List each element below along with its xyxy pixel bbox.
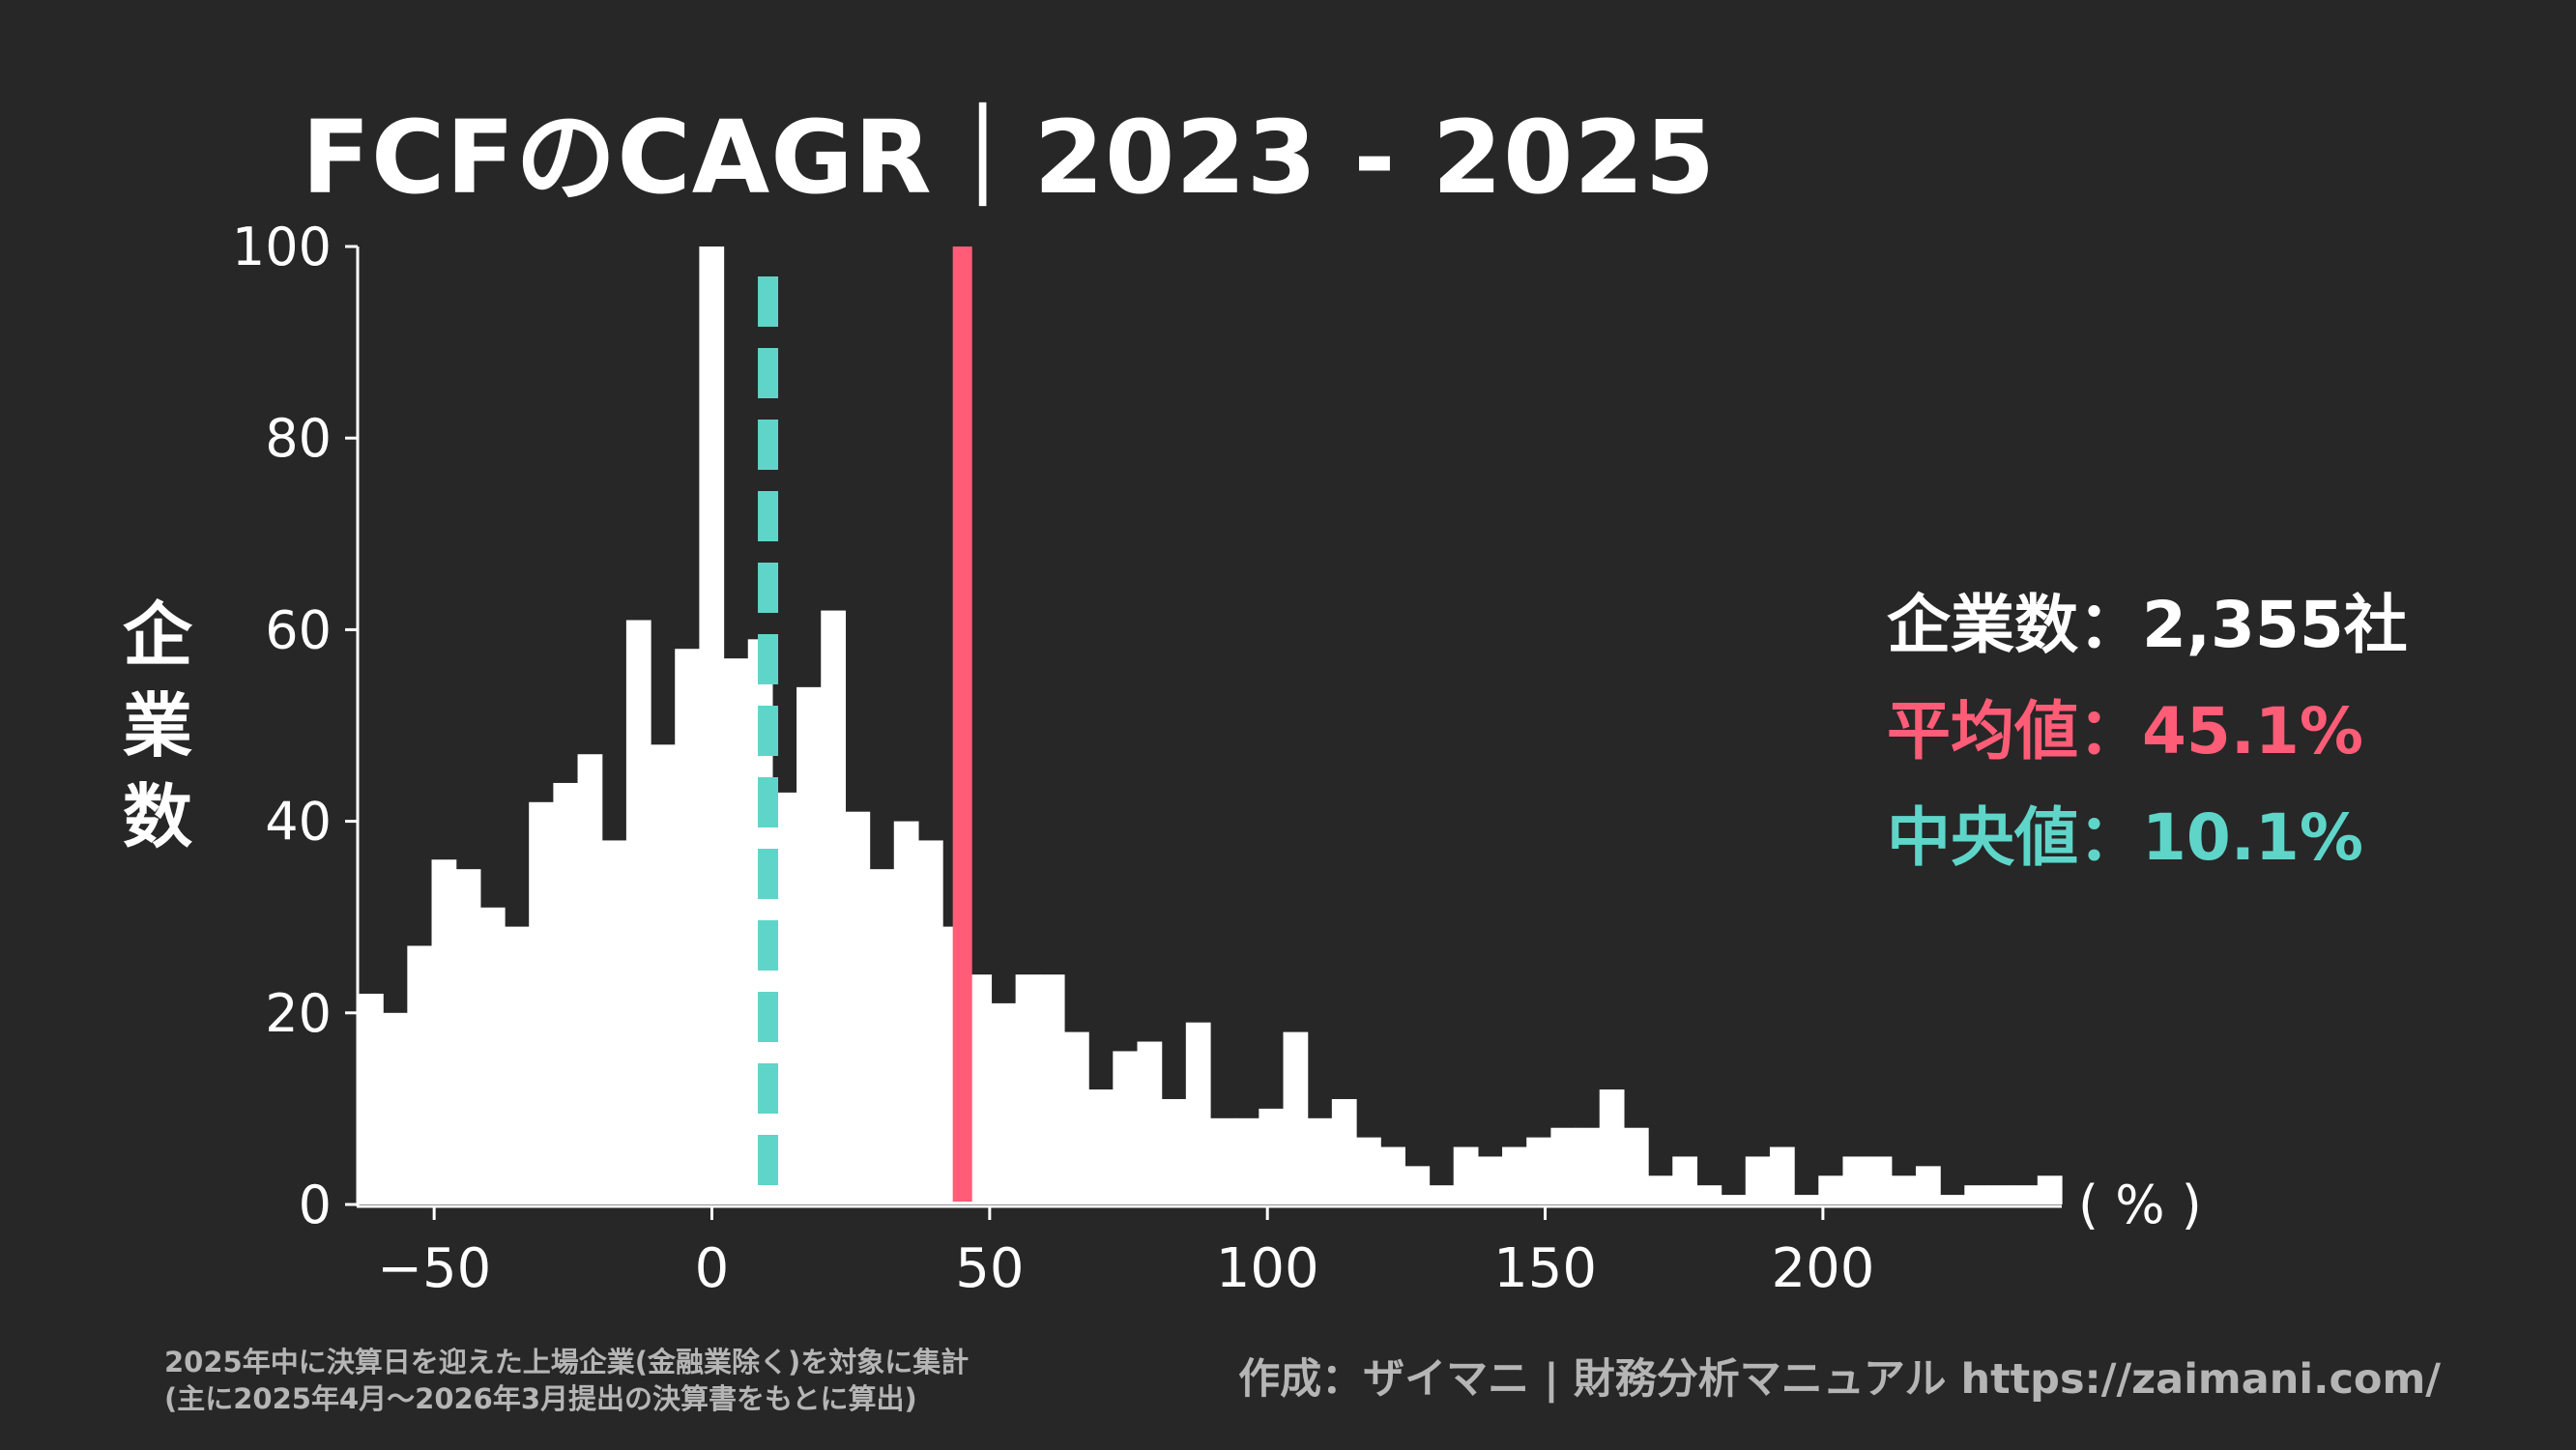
histogram-bar xyxy=(1453,1146,1479,1204)
y-tick-label: 80 xyxy=(265,408,332,469)
stat-mean: 平均値：45.1% xyxy=(1887,694,2363,768)
histogram-bar xyxy=(1210,1117,1235,1204)
x-tick-label: 100 xyxy=(1216,1237,1319,1300)
histogram-bar xyxy=(1575,1127,1601,1204)
histogram-bar xyxy=(1794,1195,1819,1204)
histogram-bar xyxy=(553,782,579,1204)
histogram-bar xyxy=(1940,1195,1965,1204)
x-axis-unit: ( % ) xyxy=(2078,1174,2202,1235)
histogram-bar xyxy=(1234,1117,1259,1204)
stat-median: 中央値：10.1% xyxy=(1887,800,2363,875)
histogram-bar xyxy=(577,754,603,1204)
y-tick-label: 40 xyxy=(265,792,332,853)
histogram-bar xyxy=(1988,1185,2014,1204)
histogram-bar xyxy=(1137,1041,1163,1204)
histogram-bar xyxy=(1063,1031,1089,1204)
histogram-bar xyxy=(821,610,847,1204)
histogram-bar xyxy=(1502,1146,1527,1204)
histogram-bar xyxy=(1891,1175,1917,1204)
histogram-bar xyxy=(893,821,919,1204)
histogram-bar xyxy=(1599,1089,1625,1204)
x-tick-label: 0 xyxy=(695,1237,730,1300)
histogram-bar xyxy=(407,945,433,1204)
y-tick-label: 100 xyxy=(232,217,332,277)
histogram-bar xyxy=(1696,1185,1722,1204)
histogram-bar xyxy=(431,859,457,1204)
y-axis-label: 企業数 xyxy=(122,594,192,857)
histogram-bar xyxy=(1283,1031,1309,1204)
stats-legend: 企業数：2,355社 平均値：45.1% 中央値：10.1% xyxy=(1887,572,2408,891)
y-tick-label: 20 xyxy=(265,983,332,1044)
histogram-bar xyxy=(1964,1185,1990,1204)
footnote: 2025年中に決算日を迎えた上場企業(金融業除く)を対象に集計 (主に2025年… xyxy=(164,1344,969,1417)
histogram-bar xyxy=(991,1002,1017,1204)
x-tick-label: 200 xyxy=(1771,1237,1874,1300)
histogram-bar xyxy=(1550,1127,1577,1204)
histogram-bar xyxy=(796,686,822,1204)
y-tick-label: 60 xyxy=(265,599,332,660)
histogram-bar xyxy=(1259,1108,1285,1204)
x-tick-label: 150 xyxy=(1493,1237,1597,1300)
histogram-bar xyxy=(1818,1175,1844,1204)
x-tick-label: 50 xyxy=(955,1237,1024,1300)
histogram-bar xyxy=(845,811,871,1204)
histogram-bar xyxy=(1915,1166,1941,1204)
x-tick-label: −50 xyxy=(377,1237,491,1300)
histogram-bar xyxy=(1526,1137,1551,1204)
histogram-bar xyxy=(455,869,481,1204)
histogram-bar xyxy=(1721,1195,1747,1204)
histogram-bar xyxy=(869,869,895,1204)
histogram-bar xyxy=(1648,1175,1673,1204)
histogram-bar xyxy=(1404,1166,1431,1204)
histogram-bar xyxy=(383,1012,408,1204)
histogram-bar xyxy=(1015,974,1041,1204)
histogram-bar xyxy=(1745,1156,1771,1204)
histogram-bar xyxy=(675,649,700,1204)
stat-count: 企業数：2,355社 xyxy=(1887,588,2408,662)
histogram-bar xyxy=(723,658,749,1204)
histogram-bar xyxy=(1039,974,1065,1204)
histogram-bar xyxy=(1672,1156,1698,1204)
histogram-bar xyxy=(1088,1089,1114,1204)
histogram-bar xyxy=(1477,1156,1503,1204)
histogram-bar xyxy=(1185,1022,1211,1204)
histogram-bar xyxy=(1769,1146,1795,1204)
histogram-bar xyxy=(479,907,506,1204)
histogram-bar xyxy=(651,744,676,1204)
histogram-bar xyxy=(2037,1175,2063,1204)
histogram-bar xyxy=(917,840,943,1204)
histogram-bar xyxy=(625,620,651,1204)
histogram-bar xyxy=(1429,1185,1455,1204)
histogram-bar xyxy=(1867,1156,1893,1204)
histogram-bar xyxy=(1161,1098,1187,1204)
footnote-line1: 2025年中に決算日を迎えた上場企業(金融業除く)を対象に集計 xyxy=(164,1346,970,1378)
histogram-bar xyxy=(2012,1185,2039,1204)
histogram-bar xyxy=(1842,1156,1868,1204)
histogram-bar xyxy=(1380,1146,1405,1204)
histogram-bar xyxy=(1113,1051,1139,1204)
y-tick-label: 0 xyxy=(299,1174,332,1235)
histogram-bar xyxy=(1623,1127,1649,1204)
histogram-bar xyxy=(601,840,627,1204)
histogram-bar xyxy=(359,993,384,1204)
histogram-bar xyxy=(1356,1137,1381,1204)
chart-title: FCFのCAGR｜2023 - 2025 xyxy=(302,99,1717,217)
histogram-bar xyxy=(529,801,554,1204)
histogram-bar xyxy=(1331,1098,1357,1204)
histogram-bar xyxy=(1307,1117,1333,1204)
credit: 作成：ザイマニ | 財務分析マニュアル https://zaimani.com/ xyxy=(1238,1355,2441,1404)
footnote-line2: (主に2025年4月〜2026年3月提出の決算書をもとに算出) xyxy=(164,1382,917,1415)
histogram-bar xyxy=(699,246,725,1204)
histogram-bar xyxy=(505,926,530,1204)
